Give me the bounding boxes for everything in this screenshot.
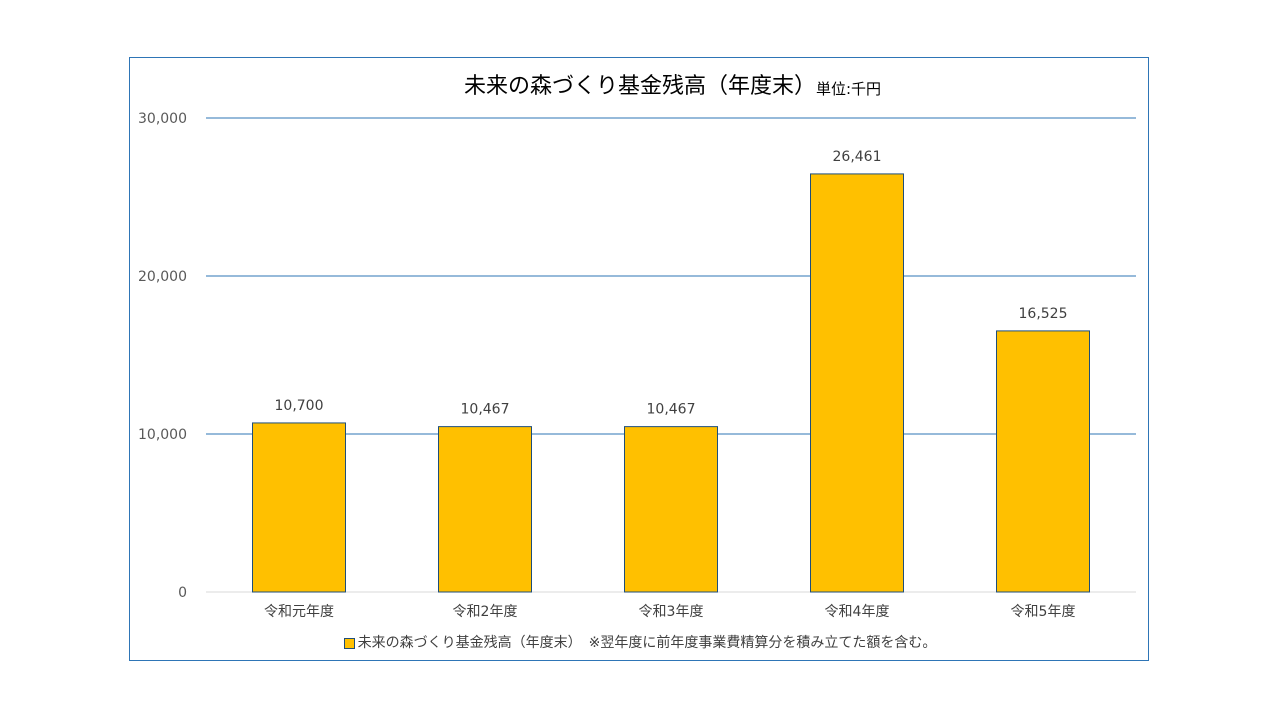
bar [996,330,1090,593]
y-tick-label: 20,000 [138,269,187,285]
data-label: 10,700 [275,398,324,414]
unit-label: 単位:千円 [816,80,882,98]
category-label: 令和2年度 [453,604,518,620]
category-label: 令和5年度 [1011,604,1076,620]
bar-layer [252,173,1090,593]
bar [810,173,904,593]
bar [438,426,532,593]
data-label: 16,525 [1019,306,1068,322]
y-tick-label: 0 [178,585,187,601]
y-tick-label: 30,000 [138,111,187,127]
bar [624,426,718,593]
data-labels: 10,700 10,467 10,467 26,461 16,525 [275,149,1068,418]
bar [252,422,346,593]
y-tick-label: 10,000 [138,427,187,443]
legend-swatch [343,637,355,649]
legend-label: 未来の森づくり基金残高（年度末） ※翌年度に前年度事業費精算分を積み立てた額を含… [357,635,937,651]
data-label: 10,467 [461,402,510,418]
x-axis-categories: 令和元年度 令和2年度 令和3年度 令和4年度 令和5年度 [264,604,1075,620]
category-label: 令和3年度 [639,604,704,620]
y-axis-ticks: 0 10,000 20,000 30,000 [138,111,187,601]
category-label: 令和元年度 [264,604,334,620]
chart-title: 未来の森づくり基金残高（年度末） [463,74,816,99]
category-label: 令和4年度 [825,604,890,620]
data-label: 10,467 [647,402,696,418]
legend: 未来の森づくり基金残高（年度末） ※翌年度に前年度事業費精算分を積み立てた額を含… [0,632,1280,652]
data-label: 26,461 [833,149,882,165]
grid-layer [206,117,1136,593]
chart-title-row: 未来の森づくり基金残高（年度末） [0,68,1280,100]
